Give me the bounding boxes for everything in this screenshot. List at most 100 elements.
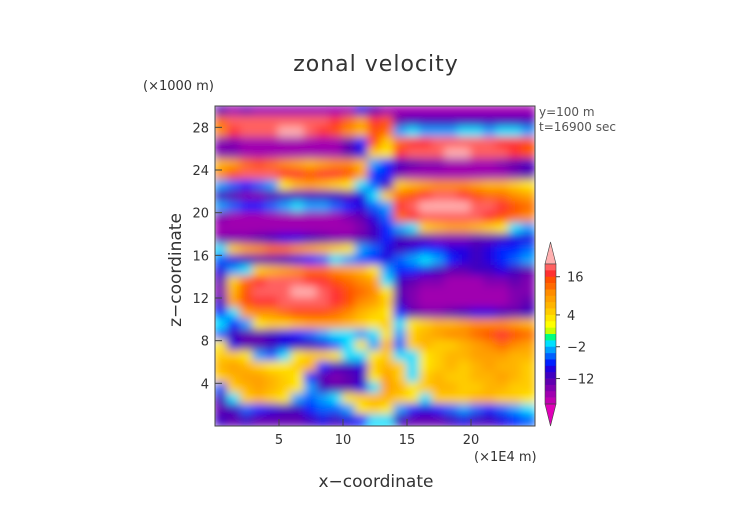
field-cell (495, 414, 511, 426)
field-cell (278, 115, 293, 129)
field-cell (444, 318, 460, 331)
field-cell (495, 147, 511, 161)
field-cell (303, 382, 319, 395)
field-cell (418, 382, 434, 395)
field-cell (380, 361, 396, 374)
field-cell (342, 382, 357, 395)
field-cell (226, 361, 242, 374)
field-cell (215, 222, 229, 235)
field-cell (406, 106, 421, 118)
field-cell (226, 307, 242, 321)
field-cell (508, 403, 524, 417)
field-cell (265, 286, 280, 299)
field-cell (303, 361, 319, 374)
field-cell (495, 297, 511, 310)
field-cell (290, 382, 306, 395)
field-cell (457, 115, 472, 129)
field-cell (406, 297, 421, 310)
field-cell (316, 243, 332, 257)
field-cell (380, 190, 396, 203)
field-cell (290, 339, 306, 353)
field-cell (316, 382, 332, 395)
field-cell (265, 222, 280, 235)
field-cell (431, 254, 447, 267)
field-cell (367, 126, 383, 139)
field-cell (303, 297, 319, 310)
field-cell (226, 201, 242, 214)
field-cell (380, 254, 396, 267)
colorbar-swatch (545, 321, 556, 328)
field-cell (278, 243, 293, 257)
field-cell (482, 414, 498, 426)
field-cell (278, 382, 293, 395)
field-cell (252, 222, 268, 235)
field-cell (278, 211, 293, 225)
field-cell (444, 339, 460, 353)
field-cell (482, 222, 498, 235)
field-cell (303, 393, 319, 406)
field-cell (482, 254, 498, 267)
field-cell (303, 329, 319, 342)
field-cell (418, 179, 434, 193)
field-cell (316, 158, 332, 171)
field-cell (521, 329, 535, 342)
field-cell (406, 179, 421, 193)
field-cell (226, 211, 242, 225)
field-cell (265, 265, 280, 278)
field-cell (521, 318, 535, 331)
field-cell (215, 137, 229, 150)
field-cell (303, 275, 319, 289)
field-cell (380, 158, 396, 171)
field-cell (215, 169, 229, 182)
field-cell (406, 318, 421, 331)
field-cell (418, 211, 434, 225)
field-cell (393, 350, 408, 363)
field-cell (239, 222, 255, 235)
field-cell (215, 275, 229, 289)
field-cell (380, 275, 396, 289)
field-cell (431, 211, 447, 225)
field-cell (508, 382, 524, 395)
field-cell (354, 265, 370, 278)
field-cell (354, 158, 370, 171)
field-cell (406, 329, 421, 342)
field-cell (393, 126, 408, 139)
field-cell (495, 169, 511, 182)
field-cell (278, 393, 293, 406)
field-cell (470, 190, 485, 203)
field-cell (495, 350, 511, 363)
field-cell (316, 222, 332, 235)
field-cell (354, 222, 370, 235)
field-cell (457, 147, 472, 161)
field-cell (457, 233, 472, 246)
field-cell (482, 137, 498, 150)
field-cell (508, 201, 524, 214)
field-cell (239, 233, 255, 246)
field-cell (239, 190, 255, 203)
field-cell (431, 403, 447, 417)
field-cell (290, 414, 306, 426)
field-cell (495, 211, 511, 225)
field-cell (457, 275, 472, 289)
field-cell (521, 350, 535, 363)
field-cell (239, 414, 255, 426)
field-cell (252, 339, 268, 353)
field-cell (215, 307, 229, 321)
field-cell (470, 393, 485, 406)
field-cell (290, 243, 306, 257)
field-cell (444, 106, 460, 118)
field-cell (418, 106, 434, 118)
field-cell (215, 179, 229, 193)
field-cell (393, 169, 408, 182)
field-cell (354, 286, 370, 299)
field-cell (495, 115, 511, 129)
field-cell (226, 286, 242, 299)
field-cell (444, 201, 460, 214)
field-cell (329, 147, 344, 161)
field-cell (444, 126, 460, 139)
field-cell (329, 233, 344, 246)
field-cell (316, 126, 332, 139)
field-cell (354, 350, 370, 363)
field-cell (303, 190, 319, 203)
field-cell (444, 211, 460, 225)
